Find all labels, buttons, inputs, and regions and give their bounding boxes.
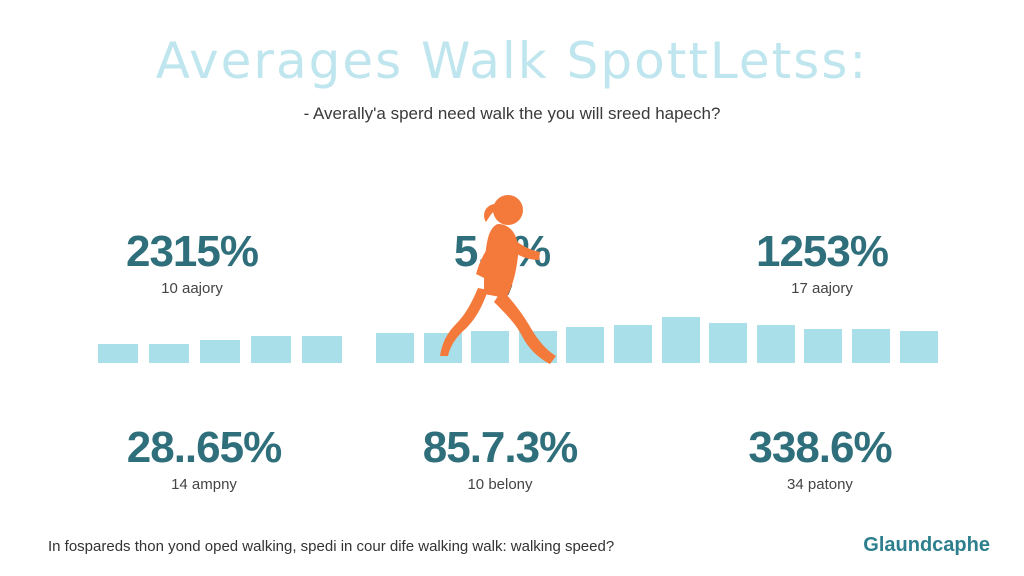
bar-block bbox=[709, 323, 748, 363]
running-person-icon bbox=[440, 195, 556, 364]
stat-value: 85.7.3% bbox=[422, 423, 578, 472]
stat-value: 338.6% bbox=[748, 423, 892, 472]
bar-block bbox=[376, 332, 414, 363]
stat-caption: 10 aajory bbox=[161, 280, 223, 297]
bar-block bbox=[614, 325, 652, 363]
bar-block bbox=[804, 328, 843, 363]
bar-block bbox=[302, 336, 342, 363]
footer-question: In fospareds thon yond oped walking, spe… bbox=[48, 538, 615, 555]
stat-caption: 14 ampny bbox=[171, 476, 237, 493]
stat-value: 1253% bbox=[755, 227, 889, 276]
bar-block bbox=[251, 336, 291, 363]
stat-value: 2315% bbox=[125, 227, 259, 276]
stat-top-left: 2315% 10 aajory bbox=[72, 227, 312, 298]
bar-block bbox=[899, 330, 938, 363]
bar-block bbox=[149, 344, 189, 363]
bar-block bbox=[200, 340, 240, 363]
bar-block bbox=[566, 326, 605, 363]
stat-bottom-center: 85.7.3% 10 belony bbox=[380, 423, 620, 494]
stat-caption: 34 patony bbox=[787, 476, 853, 493]
bar-block bbox=[756, 325, 795, 363]
stat-bottom-left: 28..65% 14 ampny bbox=[84, 423, 324, 494]
bar-block bbox=[661, 317, 700, 363]
stat-bottom-right: 338.6% 34 patony bbox=[700, 423, 940, 494]
stat-caption: 17 aajory bbox=[791, 280, 853, 297]
brand-logo: Glaundcaphe bbox=[863, 534, 990, 556]
stat-top-right: 1253% 17 aajory bbox=[702, 227, 942, 298]
page-title: Averages Walk SpottLetss: bbox=[155, 32, 869, 90]
page-subtitle: - Averally'a sperd need walk the you wil… bbox=[303, 104, 721, 123]
bar-block bbox=[471, 330, 510, 363]
bar-block bbox=[852, 328, 890, 363]
stat-caption: 10 belony bbox=[467, 476, 533, 493]
bar-block bbox=[98, 344, 138, 363]
stat-value: 28..65% bbox=[126, 423, 282, 472]
